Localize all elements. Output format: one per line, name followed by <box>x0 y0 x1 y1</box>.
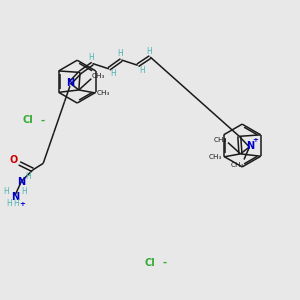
Text: CH₃: CH₃ <box>92 73 106 79</box>
Text: CH₃: CH₃ <box>214 137 227 143</box>
Text: +: + <box>20 201 25 207</box>
Text: H: H <box>88 53 94 62</box>
Text: H: H <box>25 172 31 181</box>
Text: CH₃: CH₃ <box>97 90 110 96</box>
Text: -: - <box>162 258 166 268</box>
Text: H: H <box>3 188 9 196</box>
Text: N: N <box>11 192 19 202</box>
Text: H: H <box>110 69 116 78</box>
Text: H: H <box>117 50 123 58</box>
Text: Cl: Cl <box>23 115 34 125</box>
Text: CH₃: CH₃ <box>231 162 244 168</box>
Text: H: H <box>139 66 145 75</box>
Text: N: N <box>246 140 254 151</box>
Text: H: H <box>7 199 13 208</box>
Text: CH₃: CH₃ <box>209 154 223 160</box>
Text: +: + <box>252 137 258 143</box>
Text: H: H <box>21 188 27 196</box>
Text: Cl: Cl <box>145 258 155 268</box>
Text: H: H <box>146 46 152 56</box>
Text: N: N <box>66 78 74 88</box>
Text: H: H <box>14 199 19 208</box>
Text: N: N <box>17 177 25 187</box>
Text: O: O <box>10 155 18 165</box>
Text: -: - <box>40 115 44 125</box>
